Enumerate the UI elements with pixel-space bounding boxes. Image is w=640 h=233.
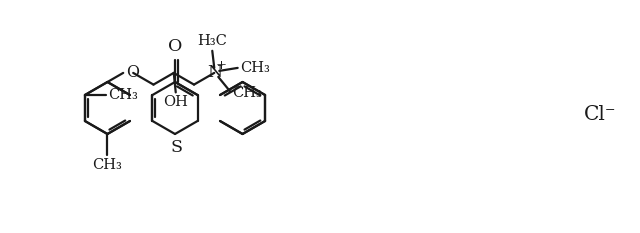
Text: O: O [168,38,182,55]
Text: H₃C: H₃C [197,34,227,48]
Text: S: S [170,139,182,156]
Text: O: O [126,64,140,81]
Text: CH₃: CH₃ [93,158,122,172]
Text: Cl⁻: Cl⁻ [584,106,616,124]
Text: N: N [207,64,222,81]
Text: CH₃: CH₃ [108,88,138,102]
Text: CH₃: CH₃ [239,61,269,75]
Text: +: + [216,59,227,72]
Text: OH: OH [163,95,188,110]
Text: CH₃: CH₃ [232,86,262,100]
